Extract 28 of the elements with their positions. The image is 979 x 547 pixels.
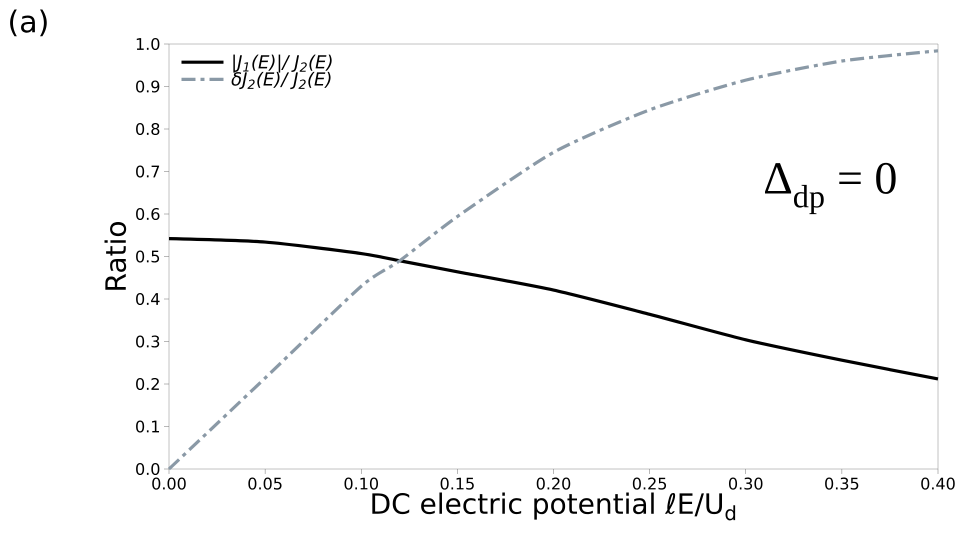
x-tick-label: 0.25 (632, 478, 666, 490)
chart-title: (a) (10, 10, 47, 36)
x-tick-label: 0.10 (344, 478, 378, 490)
legend-label: |J$_{1}$(E)|/ J$_{2}$(E) (233, 54, 332, 73)
x-tick-label: 0.05 (248, 478, 282, 490)
y-tick-label: 0.1 (136, 420, 159, 433)
y-tick-label: 0.4 (136, 292, 160, 306)
y-tick-label: 0.3 (136, 335, 160, 348)
x-tick-label: 0.40 (921, 478, 955, 490)
x-tick-label: 0.15 (440, 478, 474, 490)
annotation: Δ$_{dp}$ = 0 (764, 162, 896, 214)
y-tick-label: 0.6 (136, 208, 160, 220)
y-tick-label: 1.0 (136, 38, 160, 50)
y-tick-label: 0.7 (136, 165, 160, 178)
y-axis-title: Ratio (104, 222, 126, 290)
y-tick-label: 0.0 (136, 462, 160, 476)
line-series (167, 49, 940, 471)
legend-label: δJ$_{2}$(E)/ J$_{2}$(E) (232, 72, 331, 90)
y-tick-label: 0.5 (136, 250, 160, 263)
x-tick-label: 0.35 (825, 478, 858, 490)
x-tick-label: 0.00 (152, 478, 186, 490)
y-tick-label: 0.2 (136, 378, 159, 390)
y-tick-label: 0.8 (136, 122, 160, 136)
x-tick-label: 0.30 (728, 478, 762, 490)
y-tick-label: 0.9 (136, 80, 160, 93)
x-axis-title: DC electric potential ℓE/U$_{d}$ (372, 492, 736, 520)
line-series (167, 237, 940, 380)
x-tick-label: 0.20 (536, 478, 570, 490)
